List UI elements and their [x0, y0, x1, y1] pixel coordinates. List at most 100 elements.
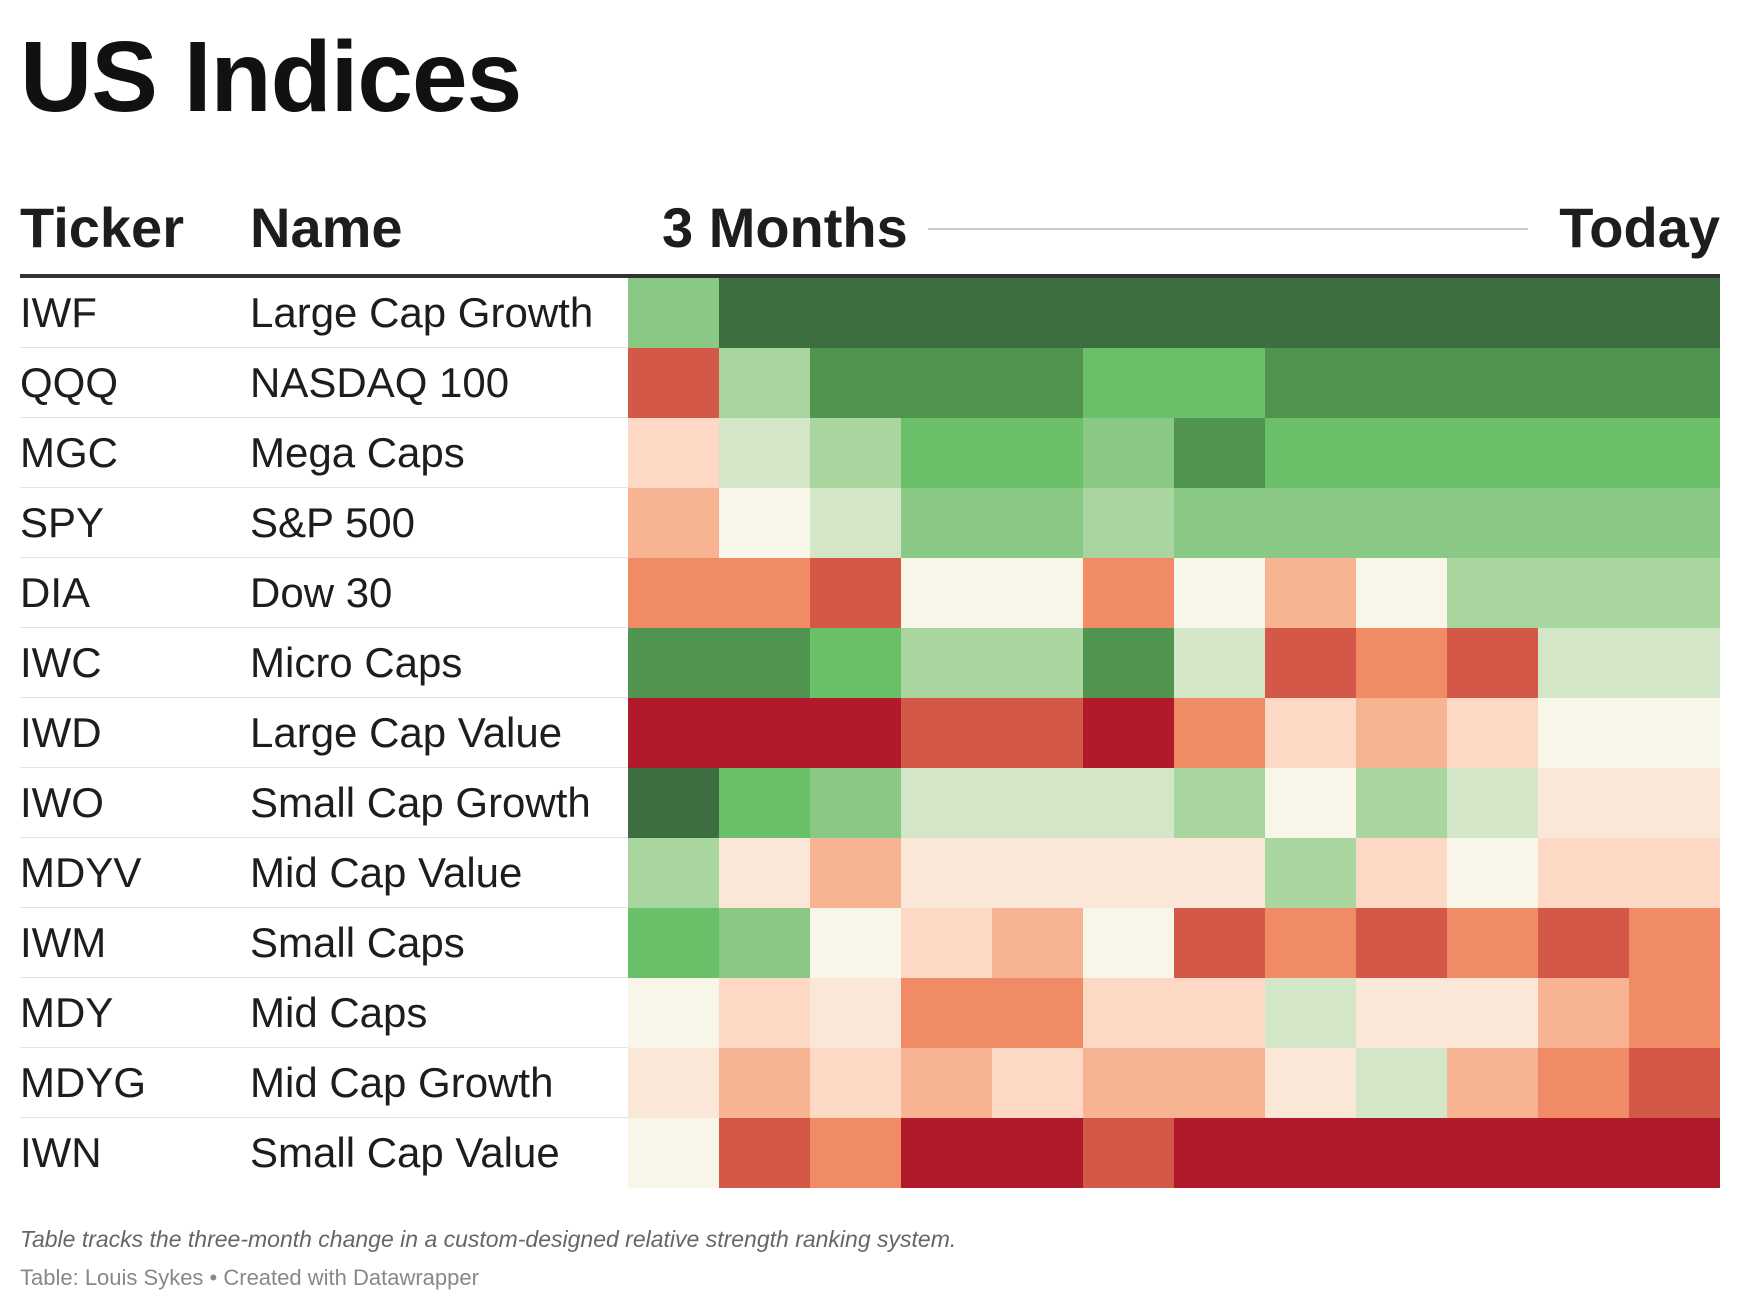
heat-cell: [901, 628, 992, 698]
header-rule: [20, 274, 1720, 278]
heat-cell: [1174, 628, 1265, 698]
row-ticker: IWO: [20, 779, 104, 826]
heat-cell: [719, 488, 810, 558]
heat-cell: [1447, 558, 1538, 628]
heat-strip: [628, 1048, 1720, 1118]
heat-cell: [1083, 908, 1174, 978]
heat-cell: [1174, 558, 1265, 628]
row-ticker: MGC: [20, 429, 118, 476]
heat-cell: [992, 768, 1083, 838]
heat-cell: [1629, 488, 1720, 558]
heat-strip: [628, 908, 1720, 978]
heat-strip: [628, 278, 1720, 348]
heat-cell: [1356, 838, 1447, 908]
heat-cell: [719, 558, 810, 628]
heat-cell: [628, 278, 719, 348]
row-name: Large Cap Growth: [250, 289, 594, 336]
heat-cell: [1356, 1118, 1447, 1188]
heat-cell: [1447, 978, 1538, 1048]
heat-cell: [1356, 418, 1447, 488]
heat-cell: [719, 418, 810, 488]
row-name: Micro Caps: [250, 639, 463, 686]
header-name[interactable]: Name: [250, 196, 403, 259]
heat-cell: [628, 1118, 719, 1188]
heat-cell: [901, 558, 992, 628]
row-name: Mid Cap Value: [250, 849, 523, 896]
heat-cell: [901, 1048, 992, 1118]
heat-cell: [628, 698, 719, 768]
heat-cell: [628, 488, 719, 558]
heat-cell: [719, 278, 810, 348]
heat-cell: [810, 558, 901, 628]
heat-cell: [992, 1118, 1083, 1188]
heat-cell: [1356, 908, 1447, 978]
heat-cell: [1083, 628, 1174, 698]
table-row: IWM Small Caps: [20, 908, 1720, 978]
heat-cell: [1538, 768, 1629, 838]
header-end-label: Today: [1559, 196, 1720, 259]
table-header: Ticker Name 3 Months Today: [20, 190, 1720, 266]
heat-cell: [1083, 1118, 1174, 1188]
heat-cell: [628, 348, 719, 418]
heat-cell: [1538, 488, 1629, 558]
heat-cell: [1629, 278, 1720, 348]
heat-cell: [810, 628, 901, 698]
heat-cell: [901, 978, 992, 1048]
row-ticker: IWM: [20, 919, 107, 966]
heat-cell: [1083, 978, 1174, 1048]
heat-cell: [1265, 978, 1356, 1048]
heat-cell: [1447, 908, 1538, 978]
table-row: DIA Dow 30: [20, 558, 1720, 628]
heat-cell: [719, 768, 810, 838]
heat-cell: [1629, 1048, 1720, 1118]
heat-cell: [1356, 348, 1447, 418]
heat-cell: [1629, 348, 1720, 418]
heat-cell: [1629, 698, 1720, 768]
heat-cell: [810, 838, 901, 908]
heat-cell: [1265, 418, 1356, 488]
heat-cell: [1265, 838, 1356, 908]
heat-cell: [1356, 1048, 1447, 1118]
heat-cell: [1265, 558, 1356, 628]
table-row: QQQ NASDAQ 100: [20, 348, 1720, 418]
heat-cell: [1538, 278, 1629, 348]
header-ticker[interactable]: Ticker: [20, 196, 184, 259]
heat-cell: [810, 418, 901, 488]
heat-cell: [628, 768, 719, 838]
heat-cell: [719, 698, 810, 768]
heat-cell: [1447, 698, 1538, 768]
row-ticker: IWD: [20, 709, 102, 756]
heat-cell: [719, 1048, 810, 1118]
heat-cell: [1356, 978, 1447, 1048]
heat-cell: [810, 488, 901, 558]
row-ticker: QQQ: [20, 359, 119, 406]
row-ticker: IWN: [20, 1129, 102, 1176]
row-name: Mid Caps: [250, 989, 428, 1036]
heat-cell: [1265, 278, 1356, 348]
heat-cell: [1629, 978, 1720, 1048]
heat-cell: [810, 978, 901, 1048]
heat-cell: [1538, 698, 1629, 768]
heat-cell: [901, 418, 992, 488]
heat-cell: [901, 1118, 992, 1188]
heat-cell: [628, 838, 719, 908]
heat-cell: [1083, 838, 1174, 908]
table-row: MDY Mid Caps: [20, 978, 1720, 1048]
heat-strip: [628, 488, 1720, 558]
heat-cell: [1174, 418, 1265, 488]
heat-cell: [719, 978, 810, 1048]
heat-strip: [628, 838, 1720, 908]
heat-cell: [1265, 768, 1356, 838]
heat-cell: [992, 278, 1083, 348]
heat-cell: [1174, 278, 1265, 348]
heat-cell: [992, 558, 1083, 628]
row-ticker: DIA: [20, 569, 91, 616]
heat-cell: [810, 1118, 901, 1188]
heat-cell: [901, 488, 992, 558]
heat-cell: [1174, 698, 1265, 768]
heat-cell: [901, 908, 992, 978]
heat-cell: [901, 348, 992, 418]
heat-strip: [628, 978, 1720, 1048]
table-row: IWO Small Cap Growth: [20, 768, 1720, 838]
heat-cell: [628, 628, 719, 698]
